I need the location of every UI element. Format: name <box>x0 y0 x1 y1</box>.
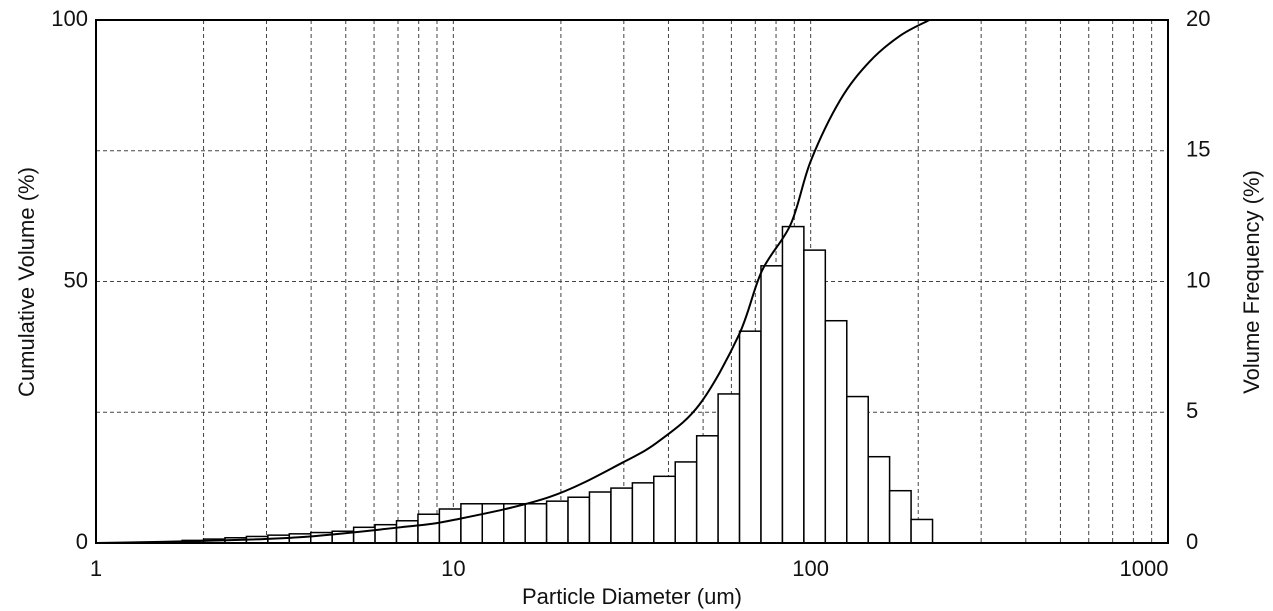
y2-tick-label: 5 <box>1186 398 1198 423</box>
bar <box>417 513 441 544</box>
y2-tick-label: 15 <box>1186 137 1210 162</box>
x-tick-label: 100 <box>792 556 829 581</box>
bar <box>631 482 655 544</box>
y2-tick-label: 10 <box>1186 267 1210 292</box>
plot-frame <box>95 19 1169 544</box>
bar <box>846 395 869 544</box>
y2-axis-label: Volume Frequency (%) <box>1239 170 1264 394</box>
y-tick-label: 100 <box>51 6 88 31</box>
bar <box>695 435 719 544</box>
y-axis-label: Cumulative Volume (%) <box>14 167 39 397</box>
x-tick-label: 1000 <box>1120 556 1169 581</box>
y2-tick-label: 0 <box>1186 529 1198 554</box>
bar <box>803 249 827 544</box>
bar <box>588 491 612 544</box>
bar <box>438 508 462 544</box>
x-tick-label: 1 <box>90 556 102 581</box>
y-tick-label: 50 <box>64 267 88 292</box>
bar <box>567 496 591 544</box>
bar <box>910 518 934 544</box>
bar <box>867 455 891 544</box>
bar <box>460 503 484 544</box>
bar <box>781 225 805 544</box>
bar <box>674 461 698 544</box>
x-axis-label: Particle Diameter (um) <box>522 584 742 609</box>
y2-tick-label: 20 <box>1186 6 1210 31</box>
bar <box>824 319 848 544</box>
bar <box>395 520 419 544</box>
x-tick-label: 10 <box>441 556 465 581</box>
bar <box>524 503 548 544</box>
bar <box>653 475 676 544</box>
bar <box>610 487 634 544</box>
bar <box>717 393 741 544</box>
bar <box>760 265 784 544</box>
bar <box>738 330 762 544</box>
y-tick-label: 0 <box>76 529 88 554</box>
bar <box>888 489 912 544</box>
bar <box>503 503 526 544</box>
bar <box>545 500 569 544</box>
cumulative-line <box>95 19 930 544</box>
